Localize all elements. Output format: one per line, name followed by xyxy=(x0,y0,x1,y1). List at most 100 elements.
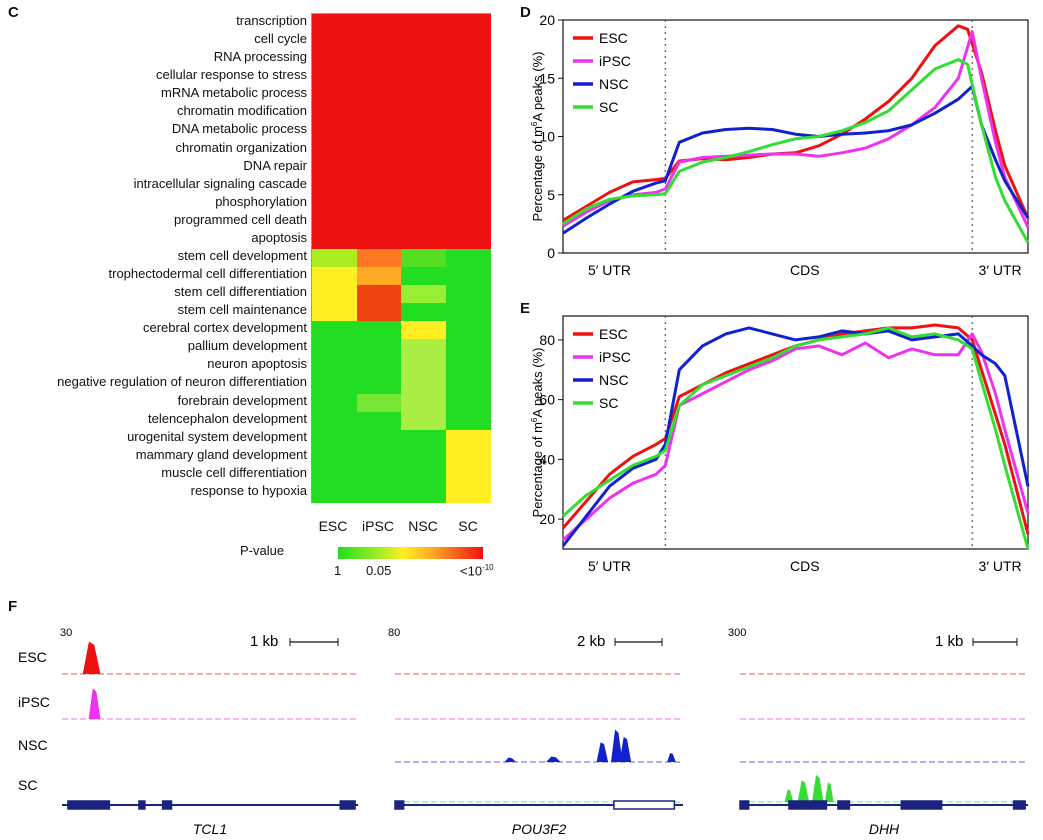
go-term-chromatin-modification: chromatin modification xyxy=(176,103,307,119)
heatmap-cell xyxy=(312,248,357,268)
y-tick-label: 60 xyxy=(539,392,555,408)
y-tick-label: 40 xyxy=(539,451,555,467)
pvalue-tick-min-base: <10 xyxy=(460,563,483,579)
heatmap-cell xyxy=(312,447,357,467)
heatmap-cell xyxy=(401,447,446,467)
heatmap-cell xyxy=(312,303,357,323)
track-scale-max: 30 xyxy=(60,627,72,639)
heatmap-cell xyxy=(401,357,446,377)
track-scale-max: 300 xyxy=(728,627,746,639)
heatmap-column-labels: ESC iPSC NSC SC xyxy=(311,518,491,538)
signal-peak-sc xyxy=(784,789,794,802)
scale-bar-label: 1 kb xyxy=(250,633,278,650)
go-term-muscle-cell-differentiation: muscle cell differentiation xyxy=(161,464,307,480)
heatmap-cell xyxy=(445,104,491,124)
pvalue-legend: P-value 1 0.05 <10-10 xyxy=(240,543,500,583)
heatmap-cell xyxy=(445,357,491,377)
go-term-programmed-cell-death: programmed cell death xyxy=(174,211,307,227)
heatmap-cell xyxy=(445,86,491,106)
y-tick-label: 80 xyxy=(539,332,555,348)
heatmap-cell xyxy=(445,429,491,449)
heatmap-cell xyxy=(401,411,446,431)
heatmap-cell xyxy=(356,104,402,124)
heatmap-cell xyxy=(401,285,446,305)
heatmap-cell xyxy=(356,230,402,250)
go-term-cell-cycle: cell cycle xyxy=(254,31,307,47)
heatmap-cell xyxy=(445,140,491,160)
y-label-part: Percentage of m xyxy=(530,422,545,517)
gene-name: TCL1 xyxy=(193,821,227,837)
series-line-sc xyxy=(562,58,1030,244)
go-term-phosphorylation: phosphorylation xyxy=(215,193,307,209)
go-term-mrna-metabolic-process: mRNA metabolic process xyxy=(161,85,307,101)
y-axis-label: Percentage of m6A peaks (%) xyxy=(530,348,545,518)
gene-exon xyxy=(837,800,851,810)
heatmap-cell xyxy=(312,122,357,142)
x-region-label: 5′ UTR xyxy=(588,558,631,574)
heatmap-cell xyxy=(445,194,491,214)
go-term-urogenital-system-development: urogenital system development xyxy=(127,428,307,444)
heatmap-cell xyxy=(401,86,446,106)
heatmap-grid xyxy=(311,13,491,503)
heatmap-cell xyxy=(312,357,357,377)
signal-peak-nsc xyxy=(596,742,609,762)
x-region-label: 3′ UTR xyxy=(979,262,1022,278)
track-label-sc: SC xyxy=(18,777,37,793)
heatmap-cell xyxy=(356,303,402,323)
heatmap-cell xyxy=(356,122,402,142)
heatmap-cell xyxy=(401,212,446,232)
go-term-stem-cell-maintenance: stem cell maintenance xyxy=(177,302,307,318)
y-label-part: A peaks (%) xyxy=(530,348,545,418)
heatmap-cell xyxy=(312,411,357,431)
signal-peak-nsc xyxy=(504,757,516,762)
legend-label-nsc: NSC xyxy=(599,76,629,92)
go-term-chromatin-organization: chromatin organization xyxy=(175,139,307,155)
heatmap-cell xyxy=(312,285,357,305)
heatmap-cell xyxy=(401,339,446,359)
heatmap-cell xyxy=(312,483,357,503)
heatmap-cell xyxy=(401,194,446,214)
gene-name: DHH xyxy=(869,821,900,837)
heatmap-cell xyxy=(445,248,491,268)
y-label-part: Percentage of m xyxy=(530,126,545,221)
go-term-labels: transcription cell cycle RNA processing cel… xyxy=(0,13,307,503)
heatmap-cell xyxy=(445,267,491,287)
heatmap-cell xyxy=(445,122,491,142)
pvalue-legend-title: P-value xyxy=(240,543,285,558)
gene-exon xyxy=(739,800,750,810)
signal-peak-nsc xyxy=(611,729,623,762)
signal-peak-ipsc xyxy=(88,688,101,719)
panel-label-e: E xyxy=(520,300,531,317)
x-region-label: CDS xyxy=(790,262,820,278)
gene-exon xyxy=(394,800,405,810)
go-term-stem-cell-differentiation: stem cell differentiation xyxy=(174,284,307,300)
go-term-telencephalon-development: telencephalon development xyxy=(147,410,307,426)
signal-peak-nsc xyxy=(667,753,676,762)
heatmap-cell xyxy=(401,14,446,33)
y-tick-label: 20 xyxy=(539,511,555,527)
heatmap-cell xyxy=(312,140,357,160)
plot-frame xyxy=(562,315,1029,550)
heatmap-cell xyxy=(356,375,402,395)
heatmap-cell xyxy=(356,357,402,377)
heatmap-cell xyxy=(356,447,402,467)
go-term-negative-regulation-of-neuron-differentiation: negative regulation of neuron differenti… xyxy=(57,374,307,390)
y-tick-label: 15 xyxy=(539,70,555,86)
heatmap-cell xyxy=(401,429,446,449)
heatmap-cell xyxy=(445,285,491,305)
pvalue-tick-1: 1 xyxy=(334,563,342,578)
pvalue-tick-005: 0.05 xyxy=(366,563,392,578)
heatmap-cell xyxy=(312,230,357,250)
heatmap-cell xyxy=(356,158,402,178)
heatmap-cell xyxy=(401,32,446,52)
heatmap-cell xyxy=(356,339,402,359)
heatmap-cell xyxy=(312,176,357,196)
heatmap-cell xyxy=(312,321,357,341)
heatmap-cell xyxy=(356,32,402,52)
heatmap-cell xyxy=(401,104,446,124)
heatmap-cell xyxy=(312,104,357,124)
signal-peak-sc xyxy=(812,775,824,802)
heatmap-cell xyxy=(312,375,357,395)
track-scale-max: 80 xyxy=(388,627,400,639)
y-label-superscript: 6 xyxy=(530,121,539,126)
